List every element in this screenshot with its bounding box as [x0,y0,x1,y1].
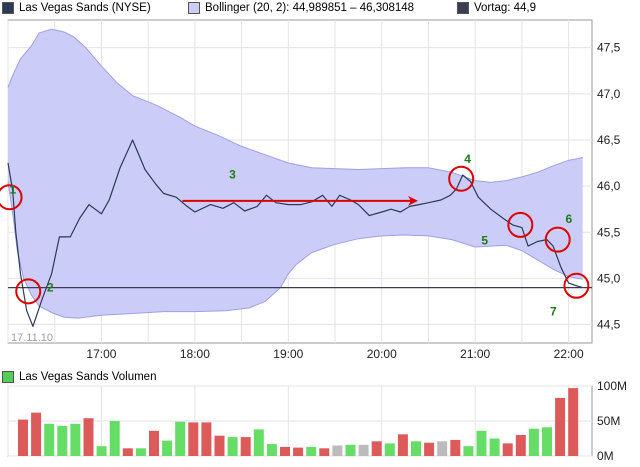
volume-y-tick-label: 0M [597,449,614,463]
volume-bar [345,444,356,456]
volume-bar [201,422,212,456]
annotation-label: 4 [464,152,471,166]
volume-legend-label: Las Vegas Sands Volumen [19,371,157,383]
volume-bar [44,423,55,456]
volume-bar [489,438,500,456]
volume-bar [162,440,173,456]
annotation-label: 5 [481,233,488,247]
legend-item-prev-close: Vortag: 44,9 [457,2,536,14]
volume-bar [542,427,552,456]
volume-bar [188,422,199,456]
volume-bar [122,448,133,456]
volume-bar [109,421,120,456]
volume-bar [515,435,526,456]
x-tick-label: 20:00 [367,347,397,361]
volume-bar [293,447,304,456]
bollinger-band [8,29,583,319]
volume-y-tick-label: 100M [597,379,627,393]
bollinger-swatch-icon [188,2,200,14]
date-label: 17.11.10 [11,332,53,344]
volume-bar [502,443,513,456]
volume-bar [18,419,28,456]
bollinger-lower-line [7,181,583,319]
volume-bar [175,421,186,456]
volume-bar [528,428,539,456]
volume-bar [384,443,395,456]
legend-item-bollinger: Bollinger (20, 2): 44,989851 – 46,308148 [188,2,414,14]
volume-bar [424,442,435,456]
volume-bar [306,446,317,456]
highlight-circle-marker [507,211,534,238]
y-tick-label: 46,0 [597,179,621,193]
volume-bar [332,445,343,456]
legend-bollinger-label: Bollinger (20, 2): 44,989851 – 46,308148 [205,2,415,14]
volume-bar [135,448,146,456]
legend-price-label: Las Vegas Sands (NYSE) [19,2,151,14]
volume-bar [214,435,225,456]
highlight-circle-marker [15,278,42,305]
y-tick-label: 46,5 [597,133,621,147]
volume-bar [319,448,330,456]
volume-bar [83,418,94,456]
volume-bar [57,425,68,456]
volume-bar [70,423,81,456]
volume-bar [568,388,579,456]
highlight-circle-marker [544,226,571,253]
volume-bar [411,441,421,456]
y-tick-label: 45,0 [597,271,621,285]
y-tick-label: 44,5 [597,318,621,332]
x-tick-label: 21:00 [460,347,490,361]
volume-bar [31,412,42,456]
volume-bar [476,430,487,456]
volume-bar [437,441,448,456]
volume-bar [397,434,408,456]
volume-bar [240,437,251,456]
highlight-circle-marker [448,165,475,192]
x-tick-label: 19:00 [273,347,303,361]
annotation-label: 1 [10,182,17,196]
annotation-label: 6 [566,212,573,226]
volume-bar [371,441,382,456]
annotation-label: 2 [47,280,54,294]
volume-y-tick-label: 50M [597,414,620,428]
volume-legend: Las Vegas Sands Volumen [2,371,156,383]
prev-close-swatch-icon [457,2,469,14]
volume-bar [266,444,277,456]
x-tick-label: 18:00 [180,347,210,361]
x-tick-label: 17:00 [86,347,116,361]
volume-bar [555,397,566,456]
volume-swatch-icon [2,371,14,383]
volume-bar [253,429,264,456]
chart-legend: Las Vegas Sands (NYSE) Bollinger (20, 2)… [0,0,640,18]
price-swatch-icon [2,2,14,14]
x-tick-label: 22:00 [554,347,584,361]
annotation-label: 7 [550,304,557,318]
y-tick-label: 45,5 [597,225,621,239]
volume-bar [227,437,238,456]
bollinger-upper-line [7,28,583,183]
volume-bar [450,439,461,456]
legend-item-price: Las Vegas Sands (NYSE) [2,2,151,14]
annotation-label: 3 [229,168,236,182]
y-tick-label: 47,5 [597,41,621,55]
volume-bar [463,446,474,456]
volume-bar [96,446,107,456]
highlight-circle-marker [0,184,23,211]
price-line [7,139,583,327]
legend-prev-close-label: Vortag: 44,9 [474,2,537,14]
volume-bar [358,444,369,456]
y-tick-label: 47,0 [597,87,621,101]
highlight-circle-marker [563,272,590,299]
volume-bar [149,430,159,456]
volume-bar [280,446,290,456]
